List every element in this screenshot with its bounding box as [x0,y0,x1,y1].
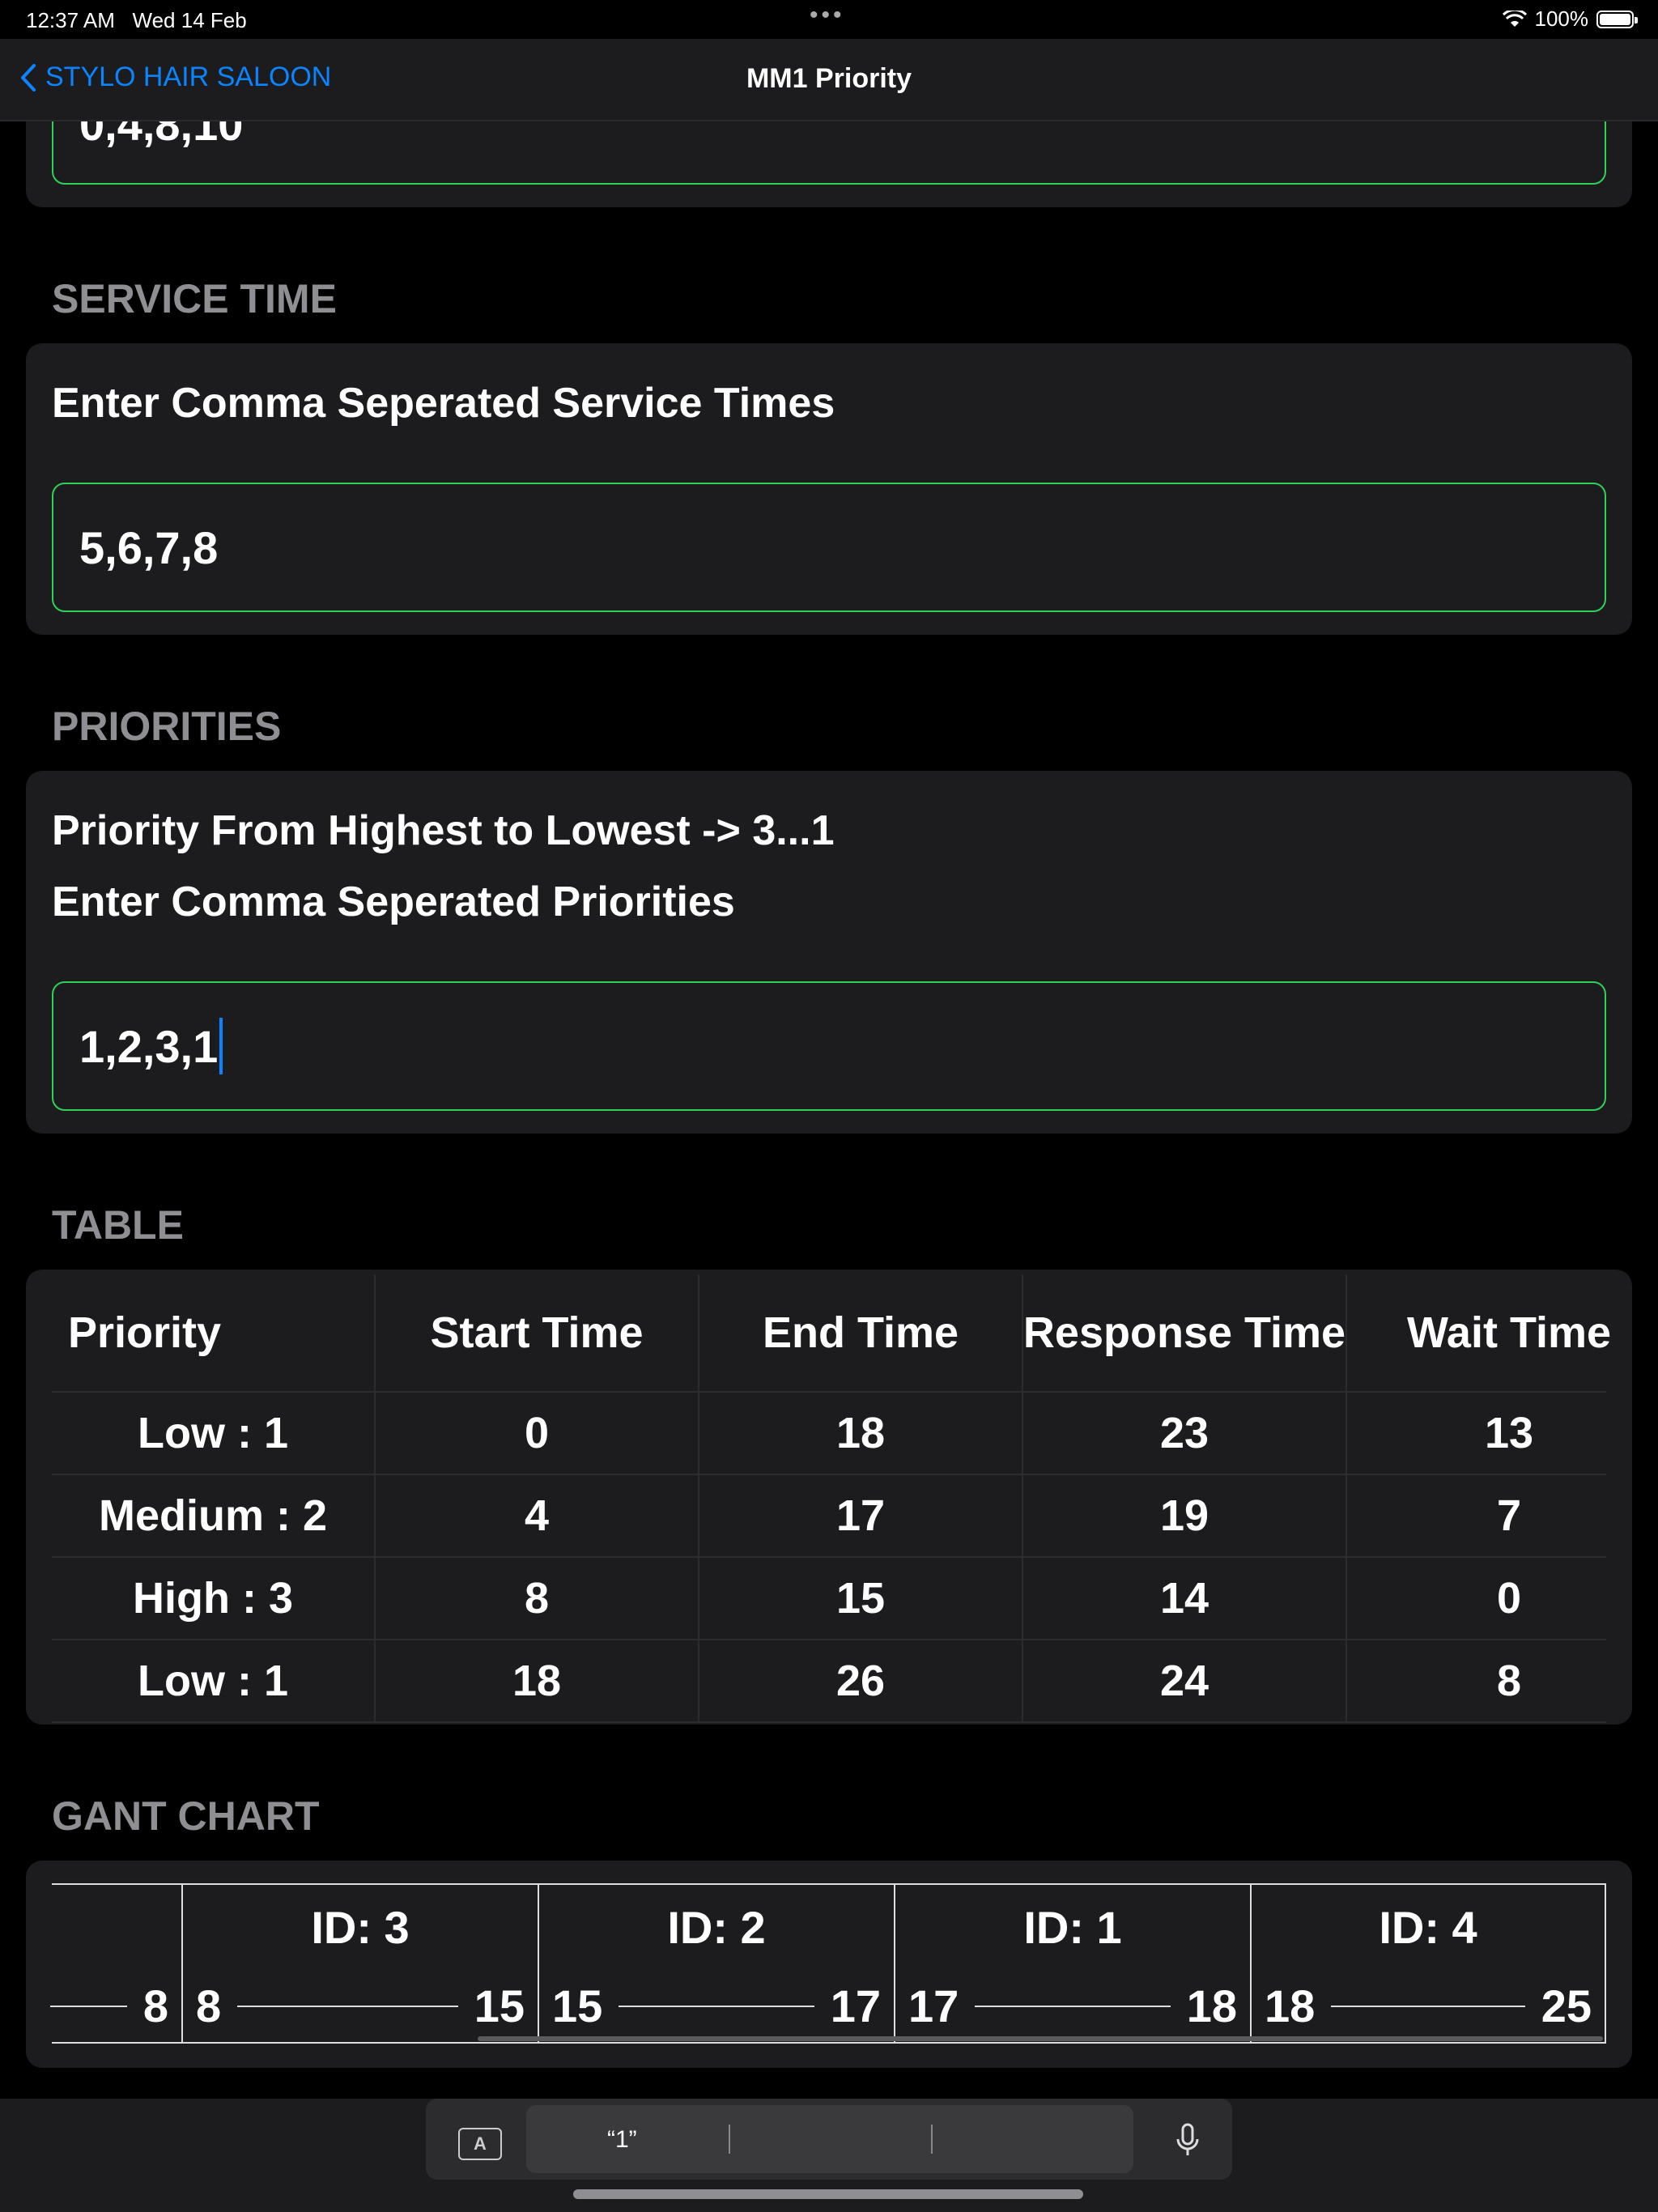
cell-wait-time: 0 [1496,1574,1522,1623]
cell-response-time: 19 [1023,1475,1347,1556]
status-right: 100% [1502,6,1638,32]
table-row: Low : 1 0 18 23 13 [52,1393,1606,1475]
priorities-input[interactable]: 1,2,3,1 [52,981,1606,1111]
wifi-icon [1502,10,1527,27]
keyboard-shortcut-bar: A “1” [426,2099,1232,2180]
cell-start-time: 8 [376,1558,699,1639]
gantt-segment: ID: 1 17 18 [894,1885,1250,2042]
predictive-text-bar[interactable]: “1” [526,2105,1133,2173]
multitask-dots-icon[interactable]: ••• [810,2,845,28]
results-table: Priority Start Time End Time Response Ti… [52,1274,1611,1723]
gantt-end-time: 17 [830,1980,881,2031]
status-bar: 12:37 AM Wed 14 Feb ••• 100% [0,0,1658,39]
service-card [26,343,1632,635]
cell-priority: Low : 1 [52,1640,376,1721]
cell-start-time: 18 [376,1640,699,1721]
gantt-end-time: 8 [142,1980,168,2031]
gantt-timeline: 8 [50,1980,181,2032]
table-card [26,1270,1632,1725]
gantt-start-time: 8 [196,1980,222,2031]
header-priority: Priority [52,1274,376,1391]
header-wait-time: Wait Time [1406,1308,1612,1357]
gantt-timeline: 15 17 [539,1980,894,2032]
cell-priority: High : 3 [52,1558,376,1639]
gantt-segment: ID: 4 18 25 [1250,1885,1605,2042]
gantt-bar [50,2005,127,2007]
table-row: High : 3 8 15 14 0 [52,1558,1606,1640]
cell-start-time: 4 [376,1475,699,1556]
table-row: Medium : 2 4 17 19 7 [52,1475,1606,1558]
gantt-id: ID: 1 [1023,1902,1122,1953]
microphone-icon[interactable] [1175,2123,1200,2157]
cell-end-time: 26 [699,1640,1023,1721]
gantt-timeline: 8 15 [183,1980,538,2032]
gantt-id: ID: 4 [1379,1902,1477,1953]
back-button[interactable]: STYLO HAIR SALOON [19,62,331,93]
gantt-bar [619,2005,814,2007]
header-response-time: Response Time [1023,1274,1347,1391]
priorities-label: Enter Comma Seperated Priorities [52,878,735,925]
priorities-hint: Priority From Highest to Lowest -> 3...1 [52,807,835,854]
header-start-time: Start Time [376,1274,699,1391]
cell-response-time: 23 [1023,1393,1347,1474]
gantt-bar [237,2005,458,2007]
cell-response-time: 24 [1023,1640,1347,1721]
table-row: Low : 1 18 26 24 8 [52,1640,1606,1723]
gantt-end-time: 18 [1186,1980,1237,2031]
status-time: 12:37 AM Wed 14 Feb [26,8,247,32]
gantt-card[interactable] [26,1861,1632,2068]
chevron-left-icon [21,63,36,91]
cell-response-time: 14 [1023,1558,1347,1639]
home-indicator[interactable] [573,2189,1083,2199]
battery-percent: 100% [1534,6,1589,31]
prediction-divider [729,2125,730,2154]
service-label: Enter Comma Seperated Service Times [52,380,835,427]
gantt-segment: ID: 3 8 15 [181,1885,538,2042]
horizontal-scrollbar[interactable] [478,2036,1603,2041]
cell-wait-time: 8 [1496,1657,1522,1705]
gantt-start-time: 15 [552,1980,603,2031]
gantt-bar [975,2005,1171,2007]
format-text-button[interactable]: A [458,2128,502,2160]
cell-priority: Low : 1 [52,1393,376,1474]
gantt-segment: ID: 2 15 17 [538,1885,894,2042]
battery-icon [1596,10,1638,28]
priorities-section-title: PRIORITIES [52,704,282,749]
cell-end-time: 17 [699,1475,1023,1556]
table-header-row: Priority Start Time End Time Response Ti… [52,1274,1611,1393]
gantt-id: ID: 3 [311,1902,410,1953]
gantt-start-time: 18 [1265,1980,1316,2031]
service-input[interactable]: 5,6,7,8 [52,483,1606,612]
back-label: STYLO HAIR SALOON [45,62,332,92]
cell-wait-time: 13 [1484,1409,1534,1457]
page-title: MM1 Priority [746,63,912,94]
header-end-time: End Time [699,1274,1023,1391]
cell-wait-time: 7 [1496,1491,1522,1540]
cell-end-time: 18 [699,1393,1023,1474]
cell-end-time: 15 [699,1558,1023,1639]
gantt-end-time: 15 [474,1980,525,2031]
gantt-start-time: 17 [908,1980,959,2031]
prediction-divider [931,2125,933,2154]
gantt-id: ID: 2 [667,1902,766,1953]
text-caret [219,1018,223,1074]
gantt-chart[interactable]: 8 ID: 3 8 15 ID: 2 15 17 ID: 1 17 18 ID:… [50,1883,1606,2044]
priorities-card [26,771,1632,1134]
gantt-end-time: 25 [1541,1980,1592,2031]
table-section-title: TABLE [52,1202,184,1248]
gantt-segment-partial: 8 [50,1885,181,2042]
gantt-bar [1331,2005,1525,2007]
cell-start-time: 0 [376,1393,699,1474]
gantt-timeline: 18 25 [1252,1980,1605,2032]
navigation-bar: STYLO HAIR SALOON MM1 Priority [0,39,1658,121]
gantt-section-title: GANT CHART [52,1793,320,1839]
cell-priority: Medium : 2 [52,1475,376,1556]
service-section-title: SERVICE TIME [52,276,337,321]
prediction-suggestion[interactable]: “1” [607,2126,637,2153]
gantt-timeline: 17 18 [895,1980,1250,2032]
